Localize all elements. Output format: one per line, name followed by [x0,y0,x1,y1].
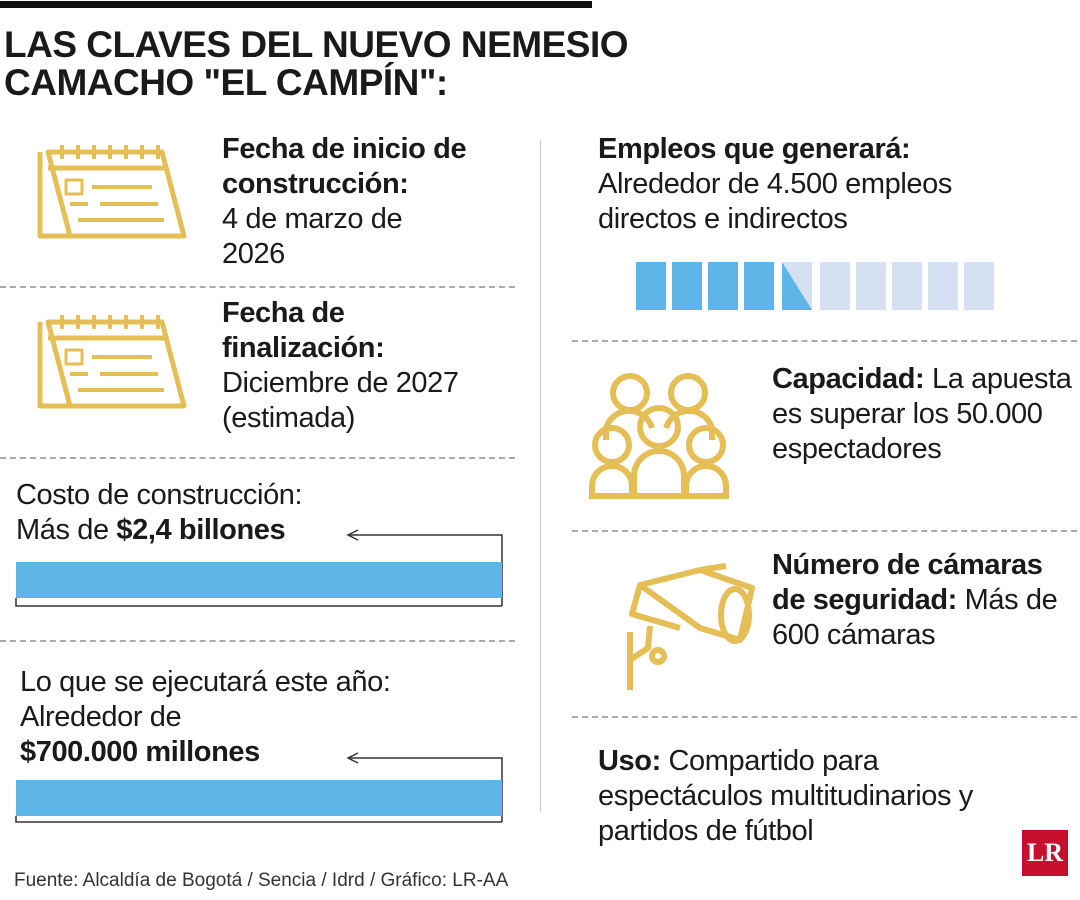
label: Capacidad: [772,363,925,395]
value: Compartido para espectáculos multitudina… [598,745,973,847]
label: Fecha de finalización: [222,297,385,364]
separator [0,640,515,642]
calendar-icon [37,145,187,239]
jobs-squares [636,262,994,310]
title-line: LAS CLAVES DEL NUEVO NEMESIO [4,24,629,65]
divider [540,140,541,812]
amount: $700.000 millones [20,736,260,768]
label: Fecha de inicio de construcción: [222,133,467,200]
people-icon [589,373,729,499]
amount: $2,4 billones [116,514,286,546]
label: Lo que se ejecutará este año: [20,666,391,698]
value: La apuesta es superar los 50.000 especta… [772,363,1072,465]
title: LAS CLAVES DEL NUEVO NEMESIO CAMACHO "EL… [4,24,629,103]
end-block: Fecha de finalización: Diciembre de 2027… [222,296,512,436]
separator [572,340,1077,342]
use-block: Uso: Compartido para espectáculos multit… [598,744,1038,849]
source: Fuente: Alcaldía de Bogotá / Sencia / Id… [14,870,509,891]
cost-bar [15,529,503,607]
value: Más de 600 cámaras [772,584,1058,651]
label: Uso: [598,745,661,777]
this-year-bar [15,752,503,823]
jobs-block: Empleos que generará: Alrededor de 4.500… [598,132,1018,237]
separator [572,716,1077,718]
this-year-block: Lo que se ejecutará este año: Alrededor … [20,665,500,770]
top-rule [0,1,592,8]
separator [0,286,515,288]
start-block: Fecha de inicio de construcción: 4 de ma… [222,132,512,272]
value: 4 de marzo de 2026 [222,203,403,270]
calendar-icon [37,315,187,409]
cameras-block: Número de cámaras de seguridad: Más de 6… [772,548,1062,653]
label: Costo de construcción: [16,479,303,511]
value: Alrededor de 4.500 empleos directos e in… [598,168,952,235]
separator [0,457,515,459]
title-line: CAMACHO "EL CAMPÍN": [4,62,448,103]
logo: LR [1022,830,1068,876]
value: Diciembre de 2027 (estimada) [222,367,459,434]
camera-icon [627,563,755,690]
separator [572,530,1077,532]
prefix: Más de [16,514,109,546]
cost-block: Costo de construcción: Más de $2,4 billo… [16,478,496,548]
label: Número de cámaras de seguridad: [772,549,1043,616]
capacity-block: Capacidad: La apuesta es superar los 50.… [772,362,1072,467]
prefix: Alrededor de [20,701,182,733]
label: Empleos que generará: [598,133,911,165]
